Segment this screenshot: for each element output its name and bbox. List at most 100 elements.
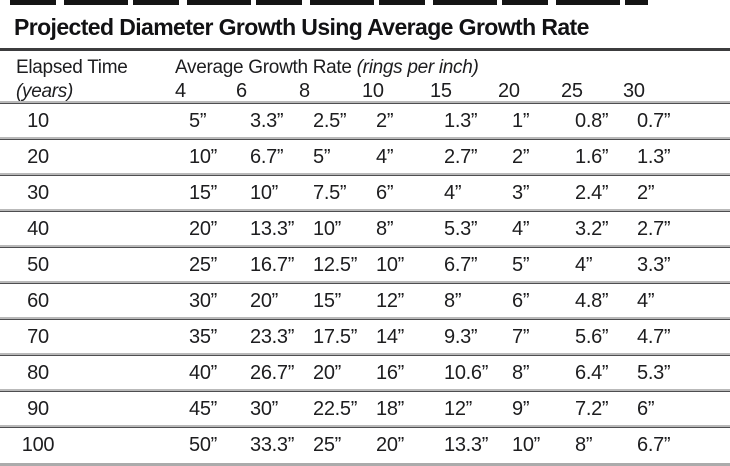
elapsed-time-label: Elapsed Time: [16, 57, 128, 78]
table-row: 100 50” 33.3” 25” 20” 13.3” 10” 8” 6.7”: [0, 427, 730, 463]
elapsed-cell: 40: [0, 218, 175, 241]
value-cell: 4”: [376, 146, 394, 168]
header-labels-row: Elapsed Time Average Growth Rate (rings …: [0, 56, 730, 80]
value-cell: 6”: [637, 398, 655, 420]
column-header: 25: [561, 80, 583, 102]
value-cell: 4”: [512, 218, 530, 240]
elapsed-cell: 10: [0, 110, 175, 133]
value-cell: 20”: [313, 362, 342, 384]
growth-rate-group-header: Average Growth Rate (rings per inch): [175, 57, 730, 79]
value-cell: 13.3”: [250, 218, 295, 240]
value-cell: 7.5”: [313, 182, 347, 204]
value-cell: 15”: [189, 182, 218, 204]
value-cell: 16.7”: [250, 254, 295, 276]
elapsed-cell: 80: [0, 362, 175, 385]
value-cell: 6.4”: [575, 362, 609, 384]
column-header: 30: [623, 80, 645, 102]
growth-table: Elapsed Time Average Growth Rate (rings …: [0, 51, 730, 463]
table-row: 10 5” 3.3” 2.5” 2” 1.3” 1” 0.8” 0.7”: [0, 103, 730, 139]
value-cell: 17.5”: [313, 326, 358, 348]
value-cell: 8”: [444, 290, 462, 312]
value-cell: 6.7”: [250, 146, 284, 168]
value-cell: 2.7”: [444, 146, 478, 168]
value-cell: 5.3”: [444, 218, 478, 240]
value-cell: 3.2”: [575, 218, 609, 240]
elapsed-value: 60: [27, 290, 49, 312]
value-cell: 7.2”: [575, 398, 609, 420]
elapsed-cell: 90: [0, 398, 175, 421]
table-body: 10 5” 3.3” 2.5” 2” 1.3” 1” 0.8” 0.7” 20 10” 6.7” 5” 4…: [0, 103, 730, 463]
value-cell: 12”: [376, 290, 405, 312]
value-cell: 12.5”: [313, 254, 358, 276]
table-row: 70 35” 23.3” 17.5” 14” 9.3” 7” 5.6” 4.7”: [0, 319, 730, 355]
value-cell: 20”: [250, 290, 279, 312]
value-cell: 6.7”: [637, 434, 671, 456]
table-row: 80 40” 26.7” 20” 16” 10.6” 8” 6.4” 5.3”: [0, 355, 730, 391]
value-cell: 22.5”: [313, 398, 358, 420]
elapsed-cell: 30: [0, 182, 175, 205]
elapsed-cell: 20: [0, 146, 175, 169]
value-cell: 13.3”: [444, 434, 489, 456]
value-cell: 26.7”: [250, 362, 295, 384]
column-header: 10: [362, 80, 384, 102]
value-cell: 1.6”: [575, 146, 609, 168]
value-cell: 14”: [376, 326, 405, 348]
elapsed-value: 70: [27, 326, 49, 348]
table-row: 40 20” 13.3” 10” 8” 5.3” 4” 3.2” 2.7”: [0, 211, 730, 247]
value-cell: 4.7”: [637, 326, 671, 348]
value-cell: 5”: [189, 110, 207, 132]
value-cell: 40”: [189, 362, 218, 384]
table-header: Elapsed Time Average Growth Rate (rings …: [0, 51, 730, 103]
value-cell: 30”: [189, 290, 218, 312]
value-cell: 10”: [313, 218, 342, 240]
value-cell: 30”: [250, 398, 279, 420]
years-label: (years): [16, 80, 74, 102]
value-cell: 23.3”: [250, 326, 295, 348]
column-header: 4: [175, 80, 186, 102]
table-row: 60 30” 20” 15” 12” 8” 6” 4.8” 4”: [0, 283, 730, 319]
value-cell: 16”: [376, 362, 405, 384]
value-cell: 2”: [637, 182, 655, 204]
value-cell: 8”: [376, 218, 394, 240]
column-header: 8: [299, 80, 310, 102]
value-cell: 12”: [444, 398, 473, 420]
value-cell: 10”: [512, 434, 541, 456]
value-cell: 2”: [376, 110, 394, 132]
elapsed-value: 40: [27, 218, 49, 240]
column-header: 20: [498, 80, 520, 102]
table-row: 20 10” 6.7” 5” 4” 2.7” 2” 1.6” 1.3”: [0, 139, 730, 175]
growth-rate-label: Average Growth Rate: [175, 57, 352, 78]
value-cell: 2.5”: [313, 110, 347, 132]
value-cell: 33.3”: [250, 434, 295, 456]
elapsed-value: 90: [27, 398, 49, 420]
value-cell: 18”: [376, 398, 405, 420]
elapsed-cell: 60: [0, 290, 175, 313]
title-rule: [0, 48, 730, 51]
value-cell: 25”: [313, 434, 342, 456]
value-cell: 10”: [250, 182, 279, 204]
value-cell: 15”: [313, 290, 342, 312]
elapsed-value: 80: [27, 362, 49, 384]
value-cell: 7”: [512, 326, 530, 348]
value-cell: 4.8”: [575, 290, 609, 312]
elapsed-cell: 50: [0, 254, 175, 277]
elapsed-value: 50: [27, 254, 49, 276]
elapsed-cell: 70: [0, 326, 175, 349]
value-cell: 6”: [376, 182, 394, 204]
value-cell: 45”: [189, 398, 218, 420]
value-cell: 8”: [512, 362, 530, 384]
value-cell: 2.7”: [637, 218, 671, 240]
value-cell: 20”: [376, 434, 405, 456]
value-cell: 3.3”: [637, 254, 671, 276]
value-cell: 1.3”: [637, 146, 671, 168]
column-header: 6: [236, 80, 247, 102]
value-cell: 4”: [637, 290, 655, 312]
value-cell: 20”: [189, 218, 218, 240]
value-cell: 6”: [512, 290, 530, 312]
value-cell: 10”: [376, 254, 405, 276]
value-cell: 1”: [512, 110, 530, 132]
value-cell: 4”: [575, 254, 593, 276]
table-row: 90 45” 30” 22.5” 18” 12” 9” 7.2” 6”: [0, 391, 730, 427]
rings-per-inch-note: (rings per inch): [356, 57, 479, 78]
